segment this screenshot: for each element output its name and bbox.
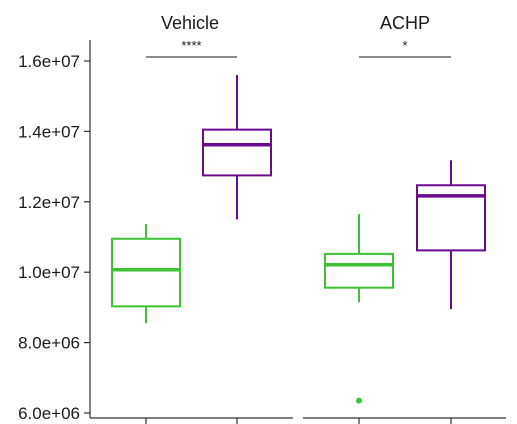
significance-label: * [402, 38, 407, 53]
box-group_a [111, 223, 181, 424]
significance-label: **** [181, 38, 201, 53]
box-iqr [416, 184, 486, 252]
box-group_b [202, 75, 272, 424]
panel-title: Vehicle [161, 13, 219, 33]
y-axis: 6.0e+06 8.0e+06 1.0e+07 1.2e+07 1.4e+07 1.6e+… [18, 40, 91, 423]
panel-vehicle: Vehicle **** [90, 13, 293, 424]
y-tick-label: 1.6e+07 [18, 52, 80, 71]
y-tick-label: 8.0e+06 [18, 334, 80, 353]
panel-achp: ACHP * [303, 13, 506, 424]
panels: Vehicle **** ACHP * [90, 13, 506, 424]
box-iqr [111, 237, 181, 308]
box-group_a [324, 214, 394, 424]
y-tick-label: 1.4e+07 [18, 122, 80, 141]
outlier-point [356, 397, 362, 404]
box-iqr [202, 128, 272, 177]
box-group_b [416, 160, 486, 424]
y-tick-label: 1.2e+07 [18, 193, 80, 212]
y-tick-label: 1.0e+07 [18, 263, 80, 282]
panel-title: ACHP [380, 13, 430, 33]
box-iqr [324, 252, 394, 289]
y-tick-label: 6.0e+06 [18, 404, 80, 423]
